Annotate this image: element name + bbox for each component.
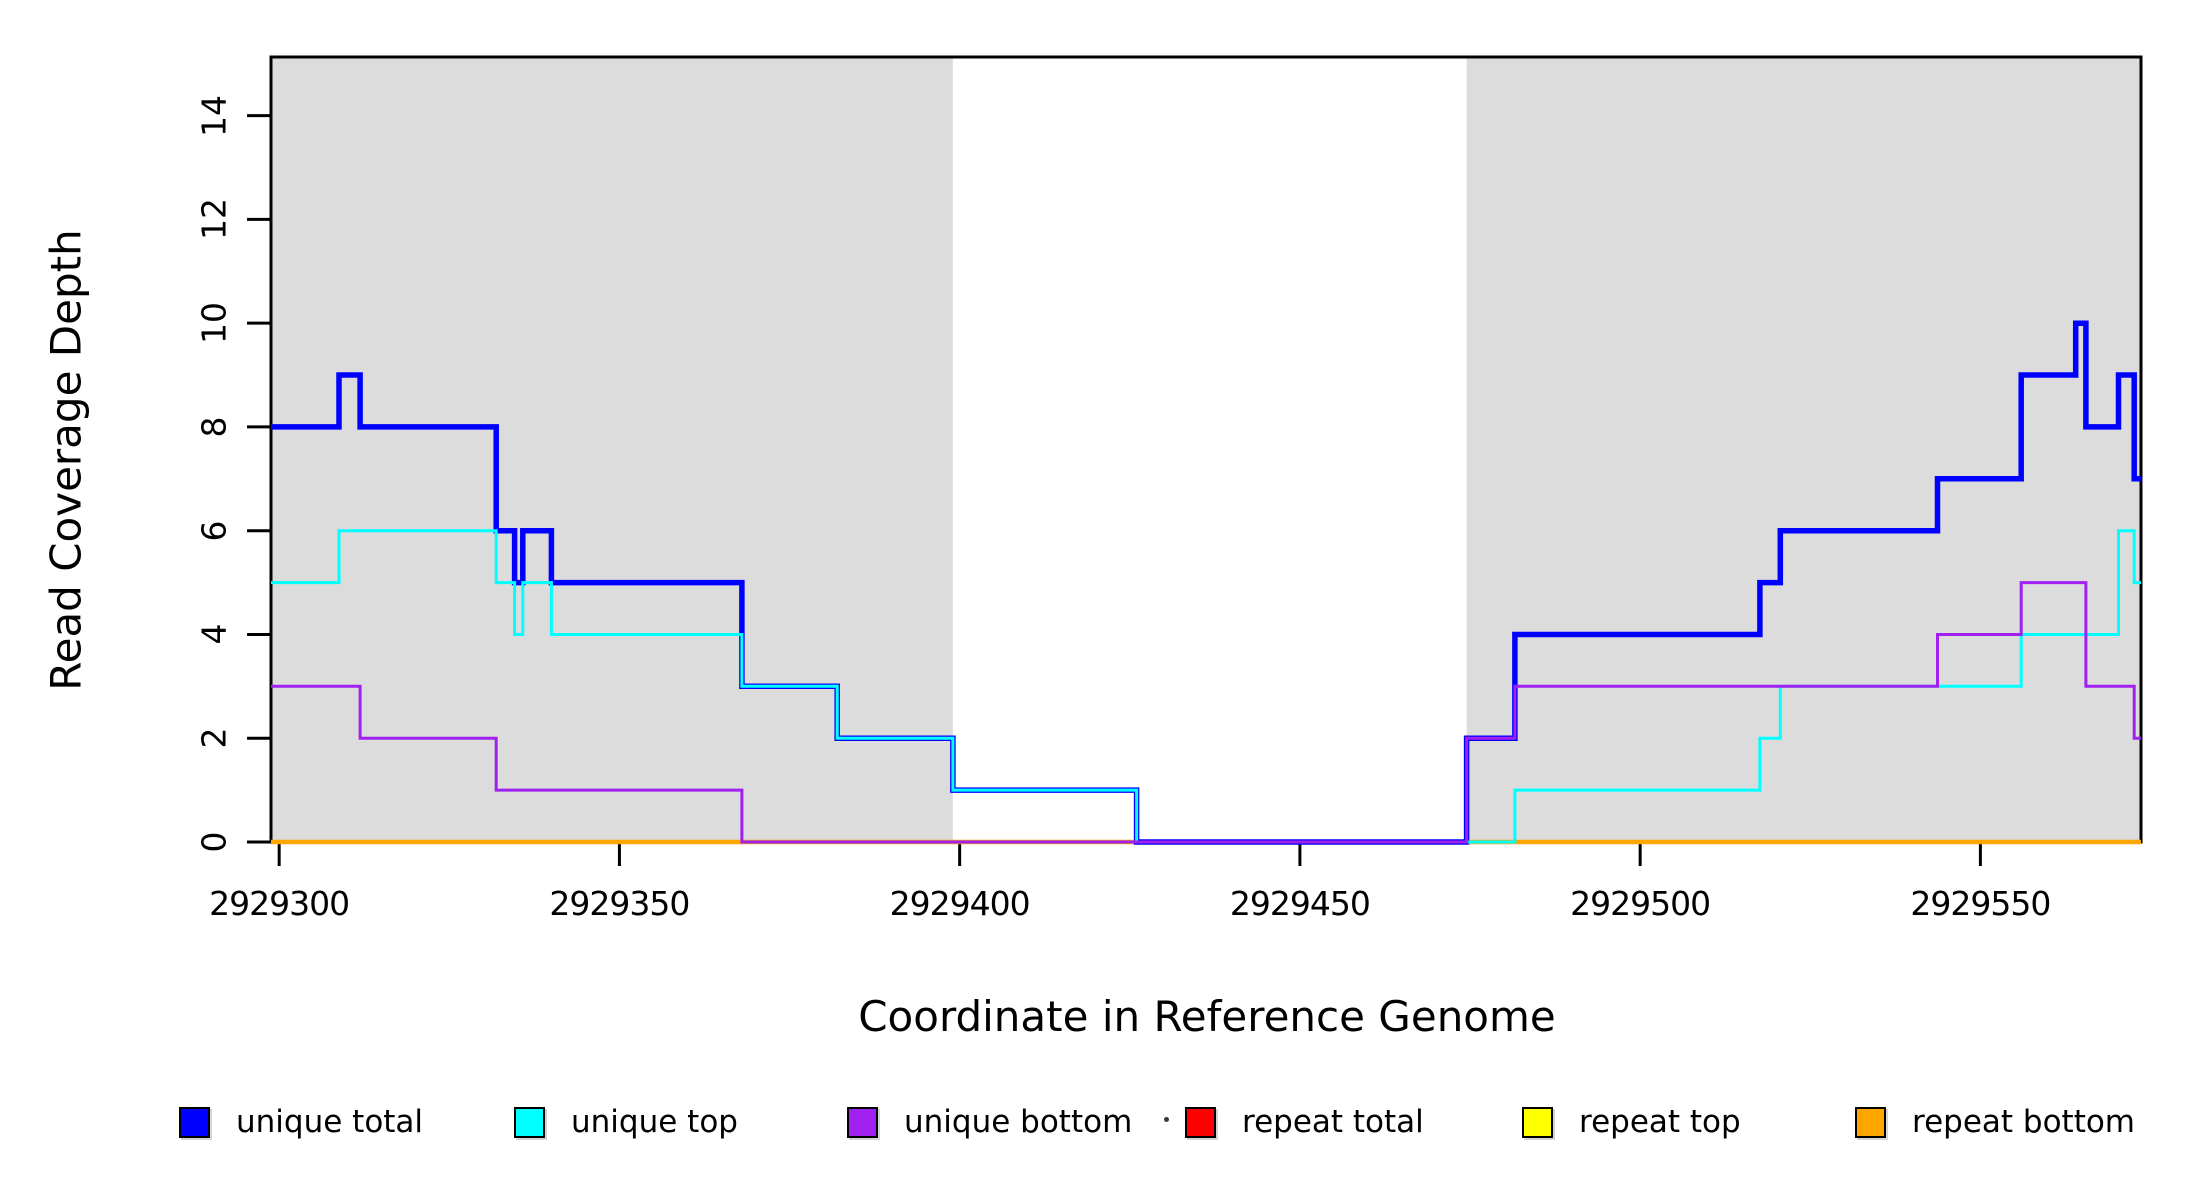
x-tick-label: 2929550 [1910,884,2051,923]
x-tick-label: 2929400 [889,884,1031,923]
legend-label: repeat total [1242,1104,1424,1140]
repeat-total-swatch-icon [1185,1106,1216,1138]
legend-item-unique-top: unique top [514,1096,738,1148]
x-tick-label: 2929450 [1229,884,1371,923]
x-tick-label: 2929500 [1570,884,1711,923]
x-tick-label: 2929350 [549,884,690,923]
legend-item-unique-bottom: unique bottom [847,1096,1132,1148]
y-tick-label: 0 [194,831,234,853]
y-tick-label: 10 [194,302,234,345]
unique-region-right [1466,57,2141,842]
legend-item-unique-total: unique total [179,1096,423,1148]
y-tick-label: 12 [194,198,234,241]
legend-label: repeat top [1579,1104,1741,1140]
unique-total-swatch-icon [179,1106,210,1138]
y-axis-title: Read Coverage Depth [41,229,91,691]
y-tick-label: 2 [194,727,234,749]
y-tick-label: 14 [194,94,234,137]
series-unique-top [271,529,2141,844]
series-unique-bottom [271,581,2141,844]
stray-dot [1164,1117,1169,1122]
repeat-bottom-swatch-icon [1855,1106,1886,1138]
x-tick-label: 2929300 [209,884,350,923]
legend-label: unique total [236,1104,424,1140]
x-axis-title: Coordinate in Reference Genome [858,992,1556,1041]
legend-item-repeat-total: repeat total [1185,1096,1424,1148]
legend-label: repeat bottom [1912,1104,2136,1140]
y-tick-label: 6 [194,520,234,542]
legend-label: unique bottom [904,1104,1133,1140]
unique-region-left [271,57,953,842]
legend-item-repeat-bottom: repeat bottom [1855,1096,2135,1148]
legend-label: unique top [571,1104,738,1140]
repeat-top-swatch-icon [1522,1106,1553,1138]
unique-top-swatch-icon [514,1106,545,1138]
y-tick-label: 8 [194,416,234,438]
legend-item-repeat-top: repeat top [1522,1096,1741,1148]
y-tick-label: 4 [194,623,234,645]
unique-bottom-swatch-icon [847,1106,878,1138]
legend: unique total unique top unique bottom re… [0,1096,2200,1156]
